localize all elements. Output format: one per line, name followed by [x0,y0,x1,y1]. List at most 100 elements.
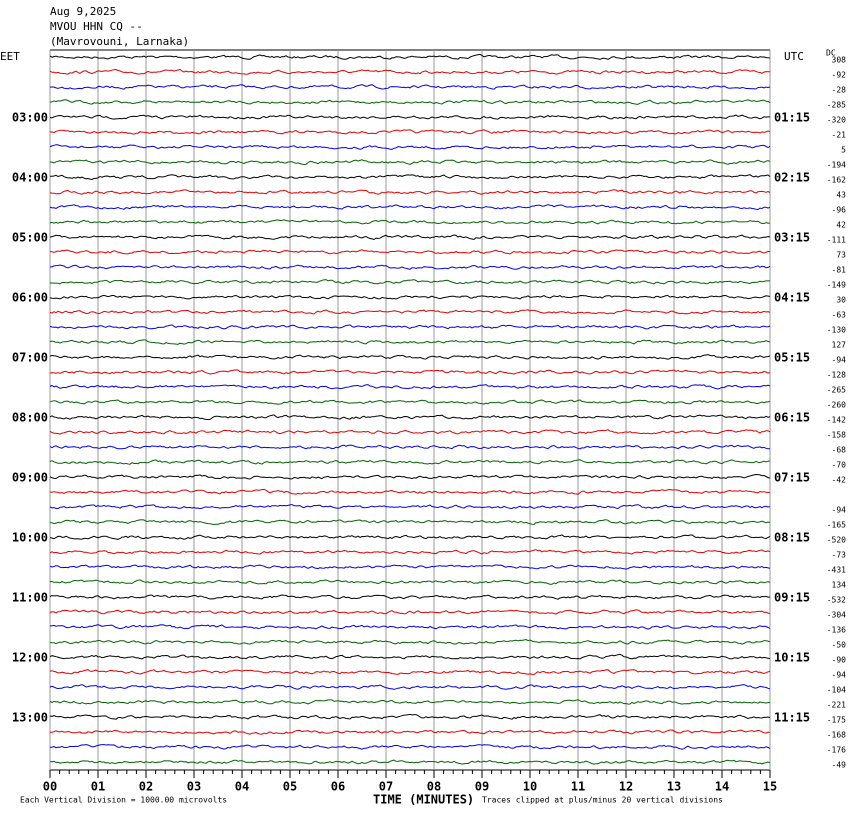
dc-offset: -162 [827,176,846,185]
trace [49,99,771,105]
dc-offset: -128 [827,371,846,380]
trace [49,684,771,690]
trace [49,729,771,735]
dc-offset: -520 [827,536,846,545]
x-tick-label: 14 [715,780,729,794]
dc-offset: 5 [841,146,846,155]
dc-offset: -285 [827,101,846,110]
dc-offset: -111 [827,236,846,245]
trace [49,189,771,195]
trace [49,744,771,750]
dc-offset: -21 [832,131,847,140]
trace [49,354,771,360]
location: (Mavrovouni, Larnaka) [50,35,189,48]
local-time: 10:00 [12,531,48,545]
dc-label: DC [826,49,836,58]
dc-offset: -165 [827,521,846,530]
dc-offset: -149 [827,281,846,290]
local-time: 12:00 [12,651,48,665]
dc-offset: 127 [832,341,847,350]
trace [50,264,771,270]
eet-label: EET [0,50,20,63]
trace [49,324,771,330]
trace [49,144,771,150]
utc-time: 05:15 [774,351,810,365]
trace [49,653,771,660]
dc-offset: -168 [827,731,846,740]
scale-note: Each Vertical Division = 1000.00 microvo… [20,796,227,805]
x-tick-label: 04 [235,780,249,794]
local-time: 06:00 [12,291,48,305]
dc-offset: -28 [832,86,847,95]
dc-offset: -260 [827,401,846,410]
trace [49,549,771,555]
dc-offset: -50 [832,641,847,650]
trace [49,384,771,390]
trace [49,159,771,166]
trace [49,204,771,211]
dc-offset: -90 [832,656,847,665]
dc-offset: -73 [832,551,847,560]
dc-offset: 30 [836,296,846,305]
trace [49,369,771,375]
local-time: 11:00 [12,591,48,605]
x-tick-label: 01 [91,780,105,794]
trace [49,609,771,615]
utc-time: 03:15 [774,231,810,245]
trace [49,473,771,480]
trace [49,504,771,510]
trace [49,219,771,225]
dc-offset: 73 [836,251,846,260]
trace [49,279,770,285]
dc-offset: -130 [827,326,846,335]
date: Aug 9,2025 [50,5,116,18]
trace [49,84,771,90]
utc-label: UTC [784,50,804,63]
x-tick-label: 09 [475,780,489,794]
local-time: 03:00 [12,111,48,125]
x-tick-label: 00 [43,780,57,794]
dc-offset: -532 [827,596,846,605]
local-time: 13:00 [12,711,48,725]
trace [50,174,771,181]
local-time: 08:00 [12,411,48,425]
local-time: 04:00 [12,171,48,185]
trace [49,294,771,300]
trace [49,669,771,676]
trace [49,309,771,315]
dc-offset: -68 [832,446,847,455]
dc-offset: -94 [832,506,847,515]
trace [49,519,771,526]
trace [49,638,771,645]
dc-offset: -304 [827,611,846,620]
trace [49,129,771,135]
trace [49,68,771,75]
station: MVOU HHN CQ -- [50,20,143,33]
trace [49,459,771,465]
trace [49,249,771,255]
dc-offset: 134 [832,581,847,590]
dc-offset: -221 [827,701,846,710]
trace [49,534,771,540]
trace [49,399,771,405]
trace [49,699,771,705]
x-tick-label: 10 [523,780,537,794]
trace [49,234,771,241]
x-axis-label: TIME (MINUTES) [373,793,474,807]
x-tick-label: 06 [331,780,345,794]
trace [49,564,771,570]
local-time: 05:00 [12,231,48,245]
dc-offset: 43 [836,191,846,200]
dc-offset: -175 [827,716,846,725]
trace [49,713,771,720]
x-tick-label: 03 [187,780,201,794]
x-tick-label: 15 [763,780,777,794]
x-tick-label: 05 [283,780,297,794]
trace [49,624,771,630]
utc-time: 07:15 [774,471,810,485]
dc-offset: -96 [832,206,847,215]
dc-offset: -94 [832,671,847,680]
clip-note: Traces clipped at plus/minus 20 vertical… [482,796,723,805]
